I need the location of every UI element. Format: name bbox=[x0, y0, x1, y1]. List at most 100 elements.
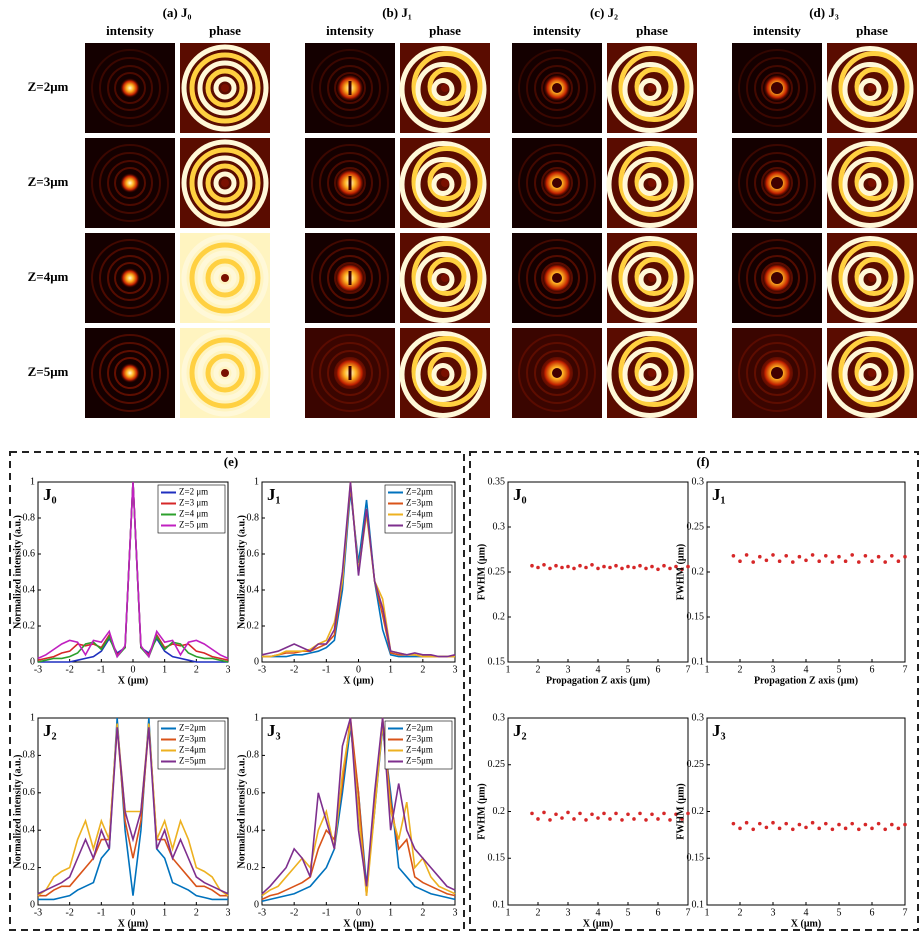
phase-center bbox=[648, 274, 656, 282]
intensity-ring bbox=[526, 152, 588, 214]
scatter-point bbox=[644, 818, 648, 822]
scatter-point bbox=[572, 566, 576, 571]
y-tick-label: 0.3 bbox=[692, 476, 705, 487]
scatter-point bbox=[824, 554, 828, 558]
intensity-ring bbox=[327, 350, 373, 396]
scatter-point bbox=[850, 553, 854, 557]
intensity-ring bbox=[107, 350, 153, 396]
phase-ring bbox=[411, 336, 483, 407]
x-tick-label: 3 bbox=[771, 907, 776, 918]
scatter-point bbox=[614, 811, 618, 816]
scatter-point bbox=[837, 554, 841, 559]
legend-label: Z=5 μm bbox=[179, 520, 208, 530]
y-tick-label: 0.6 bbox=[23, 548, 36, 559]
x-tick-label: 2 bbox=[536, 664, 541, 675]
intensity-ring bbox=[746, 247, 808, 309]
phase-ring bbox=[826, 46, 914, 133]
scatter-point bbox=[656, 817, 660, 821]
phase-ring bbox=[842, 252, 898, 307]
x-tick-label: 5 bbox=[837, 664, 842, 675]
scatter-point bbox=[680, 817, 684, 821]
intensity-hole bbox=[771, 367, 783, 379]
intensity-ring bbox=[107, 65, 153, 111]
x-tick-label: 4 bbox=[596, 664, 601, 675]
intensity-hole bbox=[348, 176, 352, 190]
y-tick-label: 0.8 bbox=[247, 512, 260, 523]
scatter-point bbox=[784, 821, 788, 826]
column-label: (c) J₂ bbox=[590, 5, 618, 20]
intensity-ring bbox=[534, 350, 580, 396]
phase-ring bbox=[618, 146, 690, 217]
x-tick-label: 2 bbox=[738, 907, 743, 918]
phase-center bbox=[648, 369, 656, 377]
x-tick-label: 7 bbox=[903, 907, 908, 918]
phase-ring bbox=[431, 268, 455, 291]
intensity-core bbox=[120, 78, 140, 98]
y-tick-label: 0.4 bbox=[247, 824, 260, 835]
scatter-point bbox=[903, 822, 907, 827]
legend-label: Z=5μm bbox=[406, 520, 433, 530]
x-tick-label: 3 bbox=[566, 664, 571, 675]
intensity-ring bbox=[99, 57, 161, 119]
x-tick-label: 3 bbox=[453, 664, 458, 675]
phase-ring bbox=[205, 353, 245, 393]
scatter-point bbox=[674, 564, 678, 569]
x-tick-label: 2 bbox=[420, 664, 425, 675]
phase-ring bbox=[606, 236, 694, 323]
x-axis-label: Propagation Z axis (μm) bbox=[546, 675, 650, 686]
phase-ring bbox=[399, 46, 487, 133]
legend-label: Z=2μm bbox=[406, 723, 433, 733]
phase-ring bbox=[415, 62, 471, 117]
phase-ring bbox=[197, 345, 253, 401]
panel-title: J₃ bbox=[267, 721, 281, 740]
y-tick-label: 0.8 bbox=[247, 750, 260, 761]
legend-label: Z=2μm bbox=[406, 487, 433, 497]
panel-title: J₀ bbox=[513, 485, 527, 504]
phase-ring bbox=[634, 162, 674, 201]
intensity-hole bbox=[771, 82, 783, 94]
intensity-core bbox=[120, 363, 140, 383]
row-label: Z=2μm bbox=[28, 79, 69, 94]
phase-ring bbox=[181, 329, 269, 417]
x-tick-label: 2 bbox=[536, 907, 541, 918]
intensity-ring bbox=[319, 57, 381, 119]
phase-ring bbox=[213, 266, 237, 290]
scatter-point bbox=[530, 563, 534, 568]
phase-ring bbox=[638, 268, 662, 291]
phase-center bbox=[648, 179, 656, 187]
phase-ring bbox=[181, 44, 269, 132]
x-tick-label: 7 bbox=[686, 664, 691, 675]
row-label: Z=5μm bbox=[28, 364, 69, 379]
scatter-point bbox=[731, 821, 736, 826]
phase-ring bbox=[197, 155, 253, 211]
intensity-ring bbox=[534, 255, 580, 301]
phase-ring bbox=[838, 336, 910, 407]
intensity-hole bbox=[552, 368, 562, 378]
phase-ring bbox=[854, 67, 894, 106]
scatter-point bbox=[738, 559, 742, 563]
x-tick-label: 0 bbox=[131, 907, 136, 918]
y-tick-label: 0.25 bbox=[687, 521, 705, 532]
scatter-point bbox=[744, 553, 749, 557]
scatter-point bbox=[771, 553, 775, 557]
x-axis-label: X (μm) bbox=[583, 918, 613, 929]
intensity-ring bbox=[114, 72, 146, 104]
legend-label: Z=3μm bbox=[406, 734, 433, 744]
x-tick-label: 1 bbox=[506, 664, 511, 675]
phase-center bbox=[648, 84, 656, 92]
intensity-ring bbox=[746, 152, 808, 214]
phase-ring bbox=[399, 141, 487, 228]
phase-ring bbox=[213, 76, 237, 100]
phase-ring bbox=[854, 352, 894, 391]
phase-ring bbox=[415, 347, 471, 402]
intensity-ring bbox=[107, 160, 153, 206]
phase-ring bbox=[858, 78, 882, 101]
intensity-ring bbox=[114, 167, 146, 199]
phase-ring bbox=[854, 162, 894, 201]
x-axis-label: X (μm) bbox=[118, 675, 148, 686]
intensity-ring bbox=[99, 152, 161, 214]
legend-label: Z=3 μm bbox=[179, 498, 208, 508]
x-axis-label: X (μm) bbox=[343, 675, 373, 686]
y-axis-label: FWHM (μm) bbox=[675, 544, 686, 600]
x-tick-label: -1 bbox=[97, 664, 105, 675]
